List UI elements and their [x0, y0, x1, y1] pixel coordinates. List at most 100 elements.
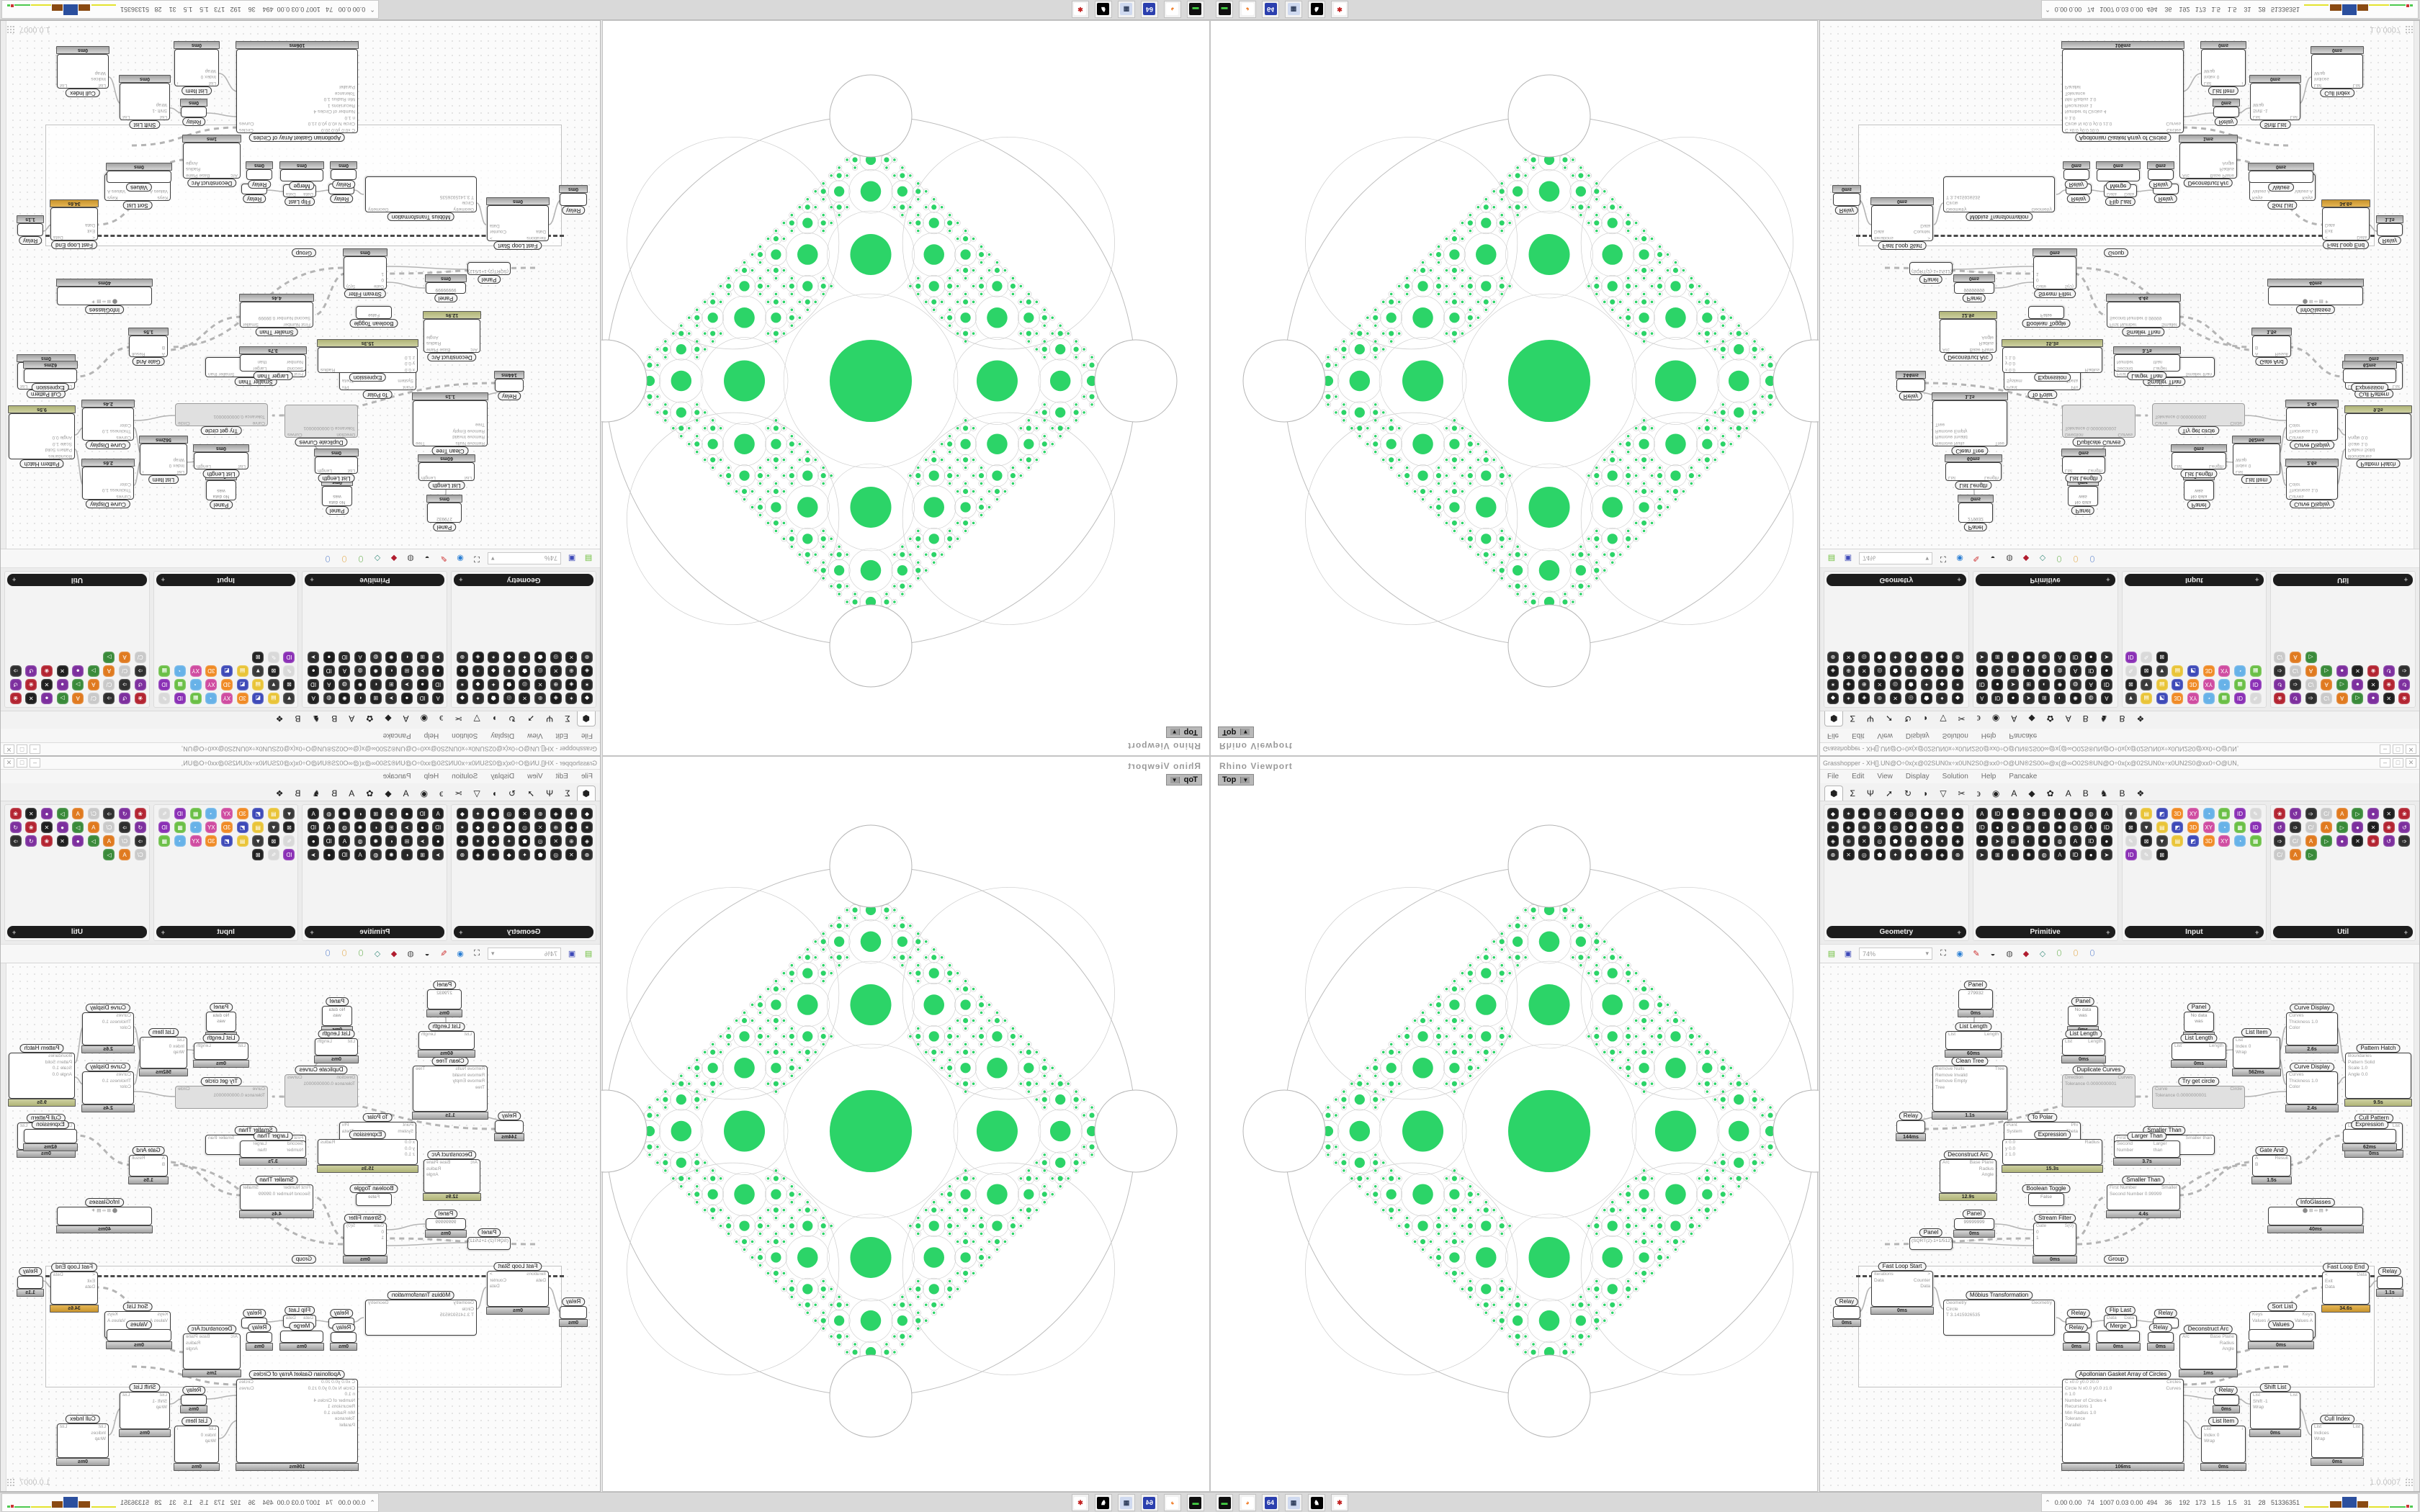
input-port[interactable]: Geometry	[453, 1300, 474, 1305]
palette-icon[interactable]: ➤	[416, 665, 429, 677]
sketch-pen-icon[interactable]: ✎	[1973, 554, 1980, 562]
palette-icon[interactable]: ◩	[2187, 835, 2200, 847]
input-port[interactable]: Remove Nulls	[1935, 441, 1965, 446]
node-name-capsule[interactable]: Möbius Transformation	[1965, 1291, 2033, 1300]
output-port[interactable]: Data	[53, 235, 63, 240]
palette-icon[interactable]: ✶	[565, 808, 578, 819]
output-port[interactable]: List	[2352, 83, 2360, 88]
gh-node-deconstruct-arc[interactable]: Deconstruct Arc Arc Base Plane Radius Angle 1…	[182, 1325, 241, 1377]
palette-icon[interactable]: ◈	[1827, 835, 1839, 847]
gh-node-panel[interactable]: Panel 99999999 0ms	[425, 274, 467, 302]
palette-icon[interactable]: ⬟	[534, 652, 547, 663]
component-tab-14[interactable]: B	[2082, 788, 2089, 798]
expand-caret-icon[interactable]: ⌃	[2045, 6, 2051, 14]
palette-icon[interactable]: ID	[2249, 679, 2262, 690]
input-port[interactable]: System	[398, 1128, 413, 1134]
component-tab-2[interactable]: Ψ	[1866, 714, 1874, 724]
canvas-scrollbar[interactable]	[2414, 963, 2419, 1491]
input-port[interactable]: Wrap	[156, 102, 167, 107]
palette-icon[interactable]: ⬟	[488, 693, 500, 704]
output-port[interactable]: List	[2392, 1123, 2400, 1128]
palette-icon[interactable]: ⬟	[519, 665, 531, 677]
gh-node-deconstruct-arc[interactable]: Deconstruct Arc Arc Base Plane Radius Angle 1…	[423, 1151, 481, 1201]
input-port[interactable]: Boundaries	[48, 1053, 72, 1058]
input-port[interactable]: Wrap	[2204, 1439, 2215, 1444]
input-port[interactable]: Wrap	[173, 457, 184, 462]
input-port[interactable]: n 1.0	[2065, 115, 2076, 120]
gh-node-duplicate-curves[interactable]: Duplicate Curves Direction Curves Tolerance…	[2062, 1066, 2136, 1107]
palette-expand-icon[interactable]: +	[1957, 576, 1961, 584]
palette-icon[interactable]: A	[2305, 665, 2317, 677]
palette-icon[interactable]: ◈	[1827, 665, 1839, 677]
input-port[interactable]: Remove Empty	[1935, 428, 1968, 433]
node-name-capsule[interactable]: Deconstruct Arc	[2183, 1325, 2233, 1333]
terminal-drive-icon[interactable]: ▬	[1216, 1494, 1233, 1511]
output-port[interactable]: Length	[318, 468, 332, 473]
palette-icon[interactable]: ▼	[252, 665, 264, 677]
palette-icon[interactable]: A	[2289, 652, 2301, 663]
output-port[interactable]: Curves	[2118, 1075, 2133, 1080]
node-name-capsule[interactable]: Apollonian Gasket Array of Circles	[2074, 133, 2172, 142]
output-port[interactable]: S(0)	[346, 1223, 356, 1228]
palette-group-label[interactable]: Geometry +	[454, 926, 593, 938]
input-port[interactable]: Point	[2007, 384, 2017, 390]
input-port[interactable]: <	[2325, 1272, 2328, 1277]
input-port[interactable]: Remove Empty	[452, 1079, 485, 1084]
paint-jug-icon[interactable]: ◒	[424, 554, 430, 563]
grasshopper-titlebar[interactable]: Grasshopper - XH[].UN@O÷0x(x@02SUN0x÷x0U…	[1820, 757, 2419, 770]
palette-icon[interactable]: ✶	[581, 822, 593, 833]
palette-icon[interactable]: ▦	[189, 693, 202, 704]
palette-icon[interactable]: ◆	[488, 665, 500, 677]
component-tab-0[interactable]: ⬢	[576, 711, 596, 726]
palette-icon[interactable]: ✦	[1936, 808, 1948, 819]
output-port[interactable]: Curves	[239, 1385, 254, 1391]
node-name-capsule[interactable]: Relay	[561, 1297, 586, 1306]
palette-icon[interactable]: ➩	[103, 808, 115, 819]
input-port[interactable]: Arc	[230, 1334, 238, 1339]
palette-icon[interactable]: ➤	[1991, 665, 2004, 677]
output-port[interactable]: Length	[197, 464, 211, 469]
output-port[interactable]: Radius	[2219, 166, 2234, 172]
component-tab-6[interactable]: ▽	[1940, 788, 1947, 798]
palette-expand-icon[interactable]: +	[459, 928, 463, 936]
input-port[interactable]: Tolerance 0.0000000001	[2065, 426, 2117, 431]
palette-expand-icon[interactable]: +	[2254, 576, 2259, 584]
component-tab-3[interactable]: ➚	[527, 714, 535, 724]
input-port[interactable]: 0	[2036, 1229, 2039, 1235]
palette-icon[interactable]: A	[354, 652, 367, 663]
palette-icon[interactable]: ▼	[267, 822, 279, 833]
palette-icon[interactable]: XY	[220, 693, 233, 704]
input-port[interactable]: Data	[536, 229, 546, 235]
palette-icon[interactable]: ⬟	[503, 679, 515, 690]
node-name-capsule[interactable]: Panel	[432, 981, 457, 989]
input-port[interactable]: Index 0	[2236, 463, 2251, 469]
node-name-capsule[interactable]: Panel	[1919, 275, 1943, 284]
gh-node-values[interactable]: Values 0ms	[2248, 163, 2314, 192]
menu-item-edit[interactable]: Edit	[1852, 732, 1865, 739]
output-port[interactable]: i	[177, 1426, 179, 1431]
menu-item-file[interactable]: File	[581, 732, 593, 739]
palette-icon[interactable]: ID	[2233, 808, 2246, 819]
gh-node-list-length[interactable]: List Length List Length 60ms	[418, 1022, 475, 1058]
input-port[interactable]: Shift -1	[152, 108, 167, 114]
menu-item-pancake[interactable]: Pancake	[2009, 773, 2038, 780]
palette-icon[interactable]: ⊕	[1873, 693, 1886, 704]
input-port[interactable]: Tolerance	[334, 91, 355, 96]
node-name-capsule[interactable]: Möbius Transformation	[1965, 212, 2033, 221]
palette-icon[interactable]: ➤	[2007, 822, 2020, 833]
gh-node-stream-filter[interactable]: Stream Filter Gate S(0) 0 1 0ms	[2033, 248, 2077, 298]
input-port[interactable]: Direction	[2065, 432, 2084, 437]
palette-icon[interactable]: ◈	[565, 679, 578, 690]
rhinoceros-icon[interactable]: ♞	[1095, 1, 1112, 18]
output-port[interactable]: Data	[286, 192, 296, 197]
palette-icon[interactable]: ❀	[9, 808, 22, 819]
definition-canvas[interactable]: 1.0.0007 Group Panel 279932 0ms List Length L…	[1820, 21, 2419, 549]
gh-node-merge[interactable]: Merge 0ms	[279, 1322, 324, 1351]
palette-icon[interactable]: ◈	[1952, 665, 1964, 677]
input-port[interactable]: Color	[2289, 482, 2300, 487]
palette-icon[interactable]: ✎	[267, 849, 279, 860]
palette-icon[interactable]: ✦	[519, 849, 531, 860]
new-document-icon[interactable]: ▤	[584, 950, 593, 958]
palette-icon[interactable]: ✕	[1873, 679, 1886, 690]
